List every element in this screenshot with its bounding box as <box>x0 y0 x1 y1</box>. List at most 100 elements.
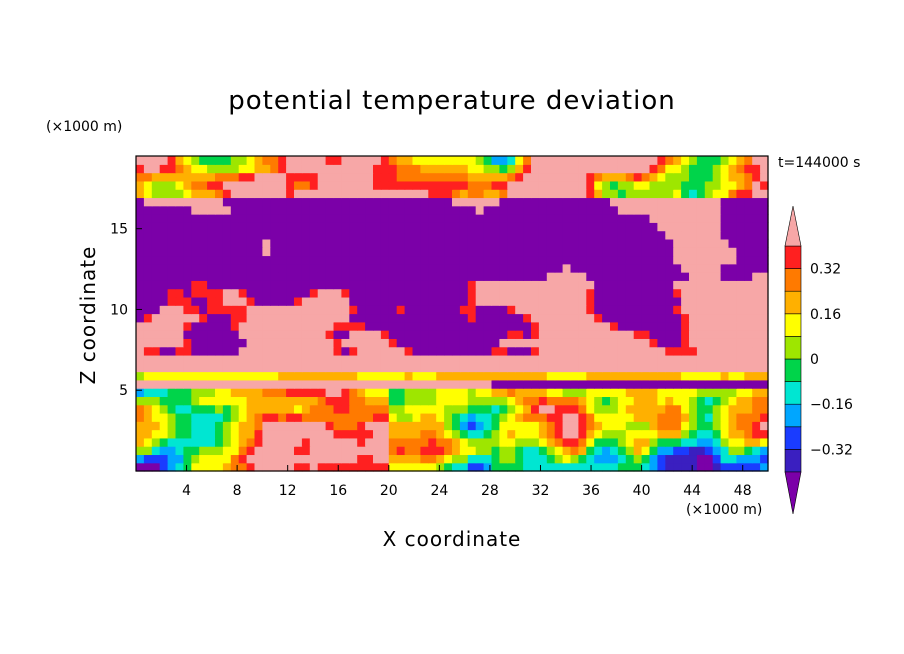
heatmap-cell <box>444 156 453 165</box>
heatmap-cell <box>752 214 761 223</box>
heatmap-cell <box>554 222 564 232</box>
heatmap-cell <box>428 371 437 381</box>
heatmap-cell <box>136 205 145 215</box>
heatmap-cell <box>760 371 769 381</box>
heatmap-cell <box>365 454 374 464</box>
heatmap-cell <box>531 172 540 182</box>
heatmap-cell <box>657 272 666 281</box>
heatmap-cell <box>380 363 390 373</box>
heatmap-cell <box>523 421 532 431</box>
heatmap-cell <box>436 197 445 207</box>
heatmap-cell <box>262 230 271 240</box>
heatmap-cell <box>602 230 611 240</box>
heatmap-cell <box>641 180 651 190</box>
heatmap-cell <box>633 437 643 447</box>
heatmap-cell <box>625 371 635 381</box>
heatmap-cell <box>696 462 706 472</box>
heatmap-cell <box>420 230 429 240</box>
heatmap-cell <box>467 164 477 174</box>
heatmap-cell <box>294 338 303 348</box>
heatmap-cell <box>143 238 153 248</box>
heatmap-cell <box>143 189 153 199</box>
heatmap-cell <box>586 437 595 447</box>
heatmap-cell <box>286 197 295 207</box>
heatmap-cell <box>159 404 169 414</box>
heatmap-cell <box>341 454 350 464</box>
heatmap-cell <box>199 180 208 190</box>
heatmap-cell <box>602 388 611 397</box>
heatmap-cell <box>254 346 263 356</box>
heatmap-cell <box>357 371 366 381</box>
heatmap-cell <box>617 180 627 190</box>
heatmap-cell <box>365 412 374 422</box>
heatmap-cell <box>436 205 445 215</box>
heatmap-cell <box>380 164 390 174</box>
heatmap-cell <box>752 205 761 215</box>
heatmap-cell <box>531 189 540 199</box>
heatmap-cell <box>270 321 279 331</box>
heatmap-cell <box>649 255 658 265</box>
heatmap-cell <box>436 156 445 165</box>
heatmap-cell <box>230 156 240 165</box>
heatmap-cell <box>523 396 532 406</box>
heatmap-cell <box>246 421 256 431</box>
heatmap-cell <box>594 412 603 422</box>
heatmap-cell <box>681 222 690 232</box>
heatmap-cell <box>278 371 287 381</box>
heatmap-cell <box>136 197 145 207</box>
heatmap-cell <box>483 388 493 397</box>
heatmap-cell <box>444 396 453 406</box>
heatmap-cell <box>633 404 643 414</box>
heatmap-cell <box>278 313 287 323</box>
heatmap-cell <box>215 263 224 273</box>
heatmap-cell <box>475 412 485 422</box>
heatmap-cell <box>199 330 208 339</box>
heatmap-cell <box>167 255 177 265</box>
heatmap-cell <box>475 396 485 406</box>
heatmap-cell <box>159 437 169 447</box>
heatmap-cell <box>617 313 627 323</box>
heatmap-cell <box>531 305 540 315</box>
heatmap-cell <box>578 288 587 298</box>
heatmap-cell <box>562 371 572 381</box>
heatmap-cell <box>586 429 595 439</box>
heatmap-cell <box>262 330 271 339</box>
heatmap-cell <box>167 164 177 174</box>
heatmap-cell <box>404 346 414 356</box>
heatmap-cell <box>499 446 508 456</box>
heatmap-cell <box>175 412 184 422</box>
heatmap-cell <box>380 396 390 406</box>
heatmap-cell <box>199 197 208 207</box>
heatmap-cell <box>491 354 500 364</box>
heatmap-cell <box>538 305 548 315</box>
heatmap-cell <box>673 305 682 315</box>
heatmap-cell <box>349 379 358 389</box>
heatmap-cell <box>696 247 706 257</box>
heatmap-cell <box>515 164 524 174</box>
heatmap-cell <box>436 363 445 373</box>
heatmap-cell <box>736 396 745 406</box>
heatmap-cell <box>712 354 722 364</box>
heatmap-cell <box>625 222 635 232</box>
heatmap-cell <box>617 305 627 315</box>
heatmap-cell <box>286 172 295 182</box>
heatmap-cell <box>254 164 263 174</box>
heatmap-cell <box>222 255 232 265</box>
heatmap-cell <box>483 247 493 257</box>
heatmap-cell <box>570 338 579 348</box>
heatmap-cell <box>499 247 508 257</box>
heatmap-cell <box>744 205 753 215</box>
heatmap-cell <box>428 255 437 265</box>
heatmap-cell <box>720 338 730 348</box>
heatmap-cell <box>270 454 279 464</box>
heatmap-cell <box>404 214 414 223</box>
heatmap-cell <box>262 437 271 447</box>
heatmap-cell <box>357 396 366 406</box>
heatmap-cell <box>499 288 508 298</box>
heatmap-cell <box>167 321 177 331</box>
heatmap-cell <box>254 214 263 223</box>
heatmap-cell <box>617 247 627 257</box>
heatmap-cell <box>349 205 358 215</box>
heatmap-cell <box>752 404 761 414</box>
heatmap-cell <box>238 437 248 447</box>
